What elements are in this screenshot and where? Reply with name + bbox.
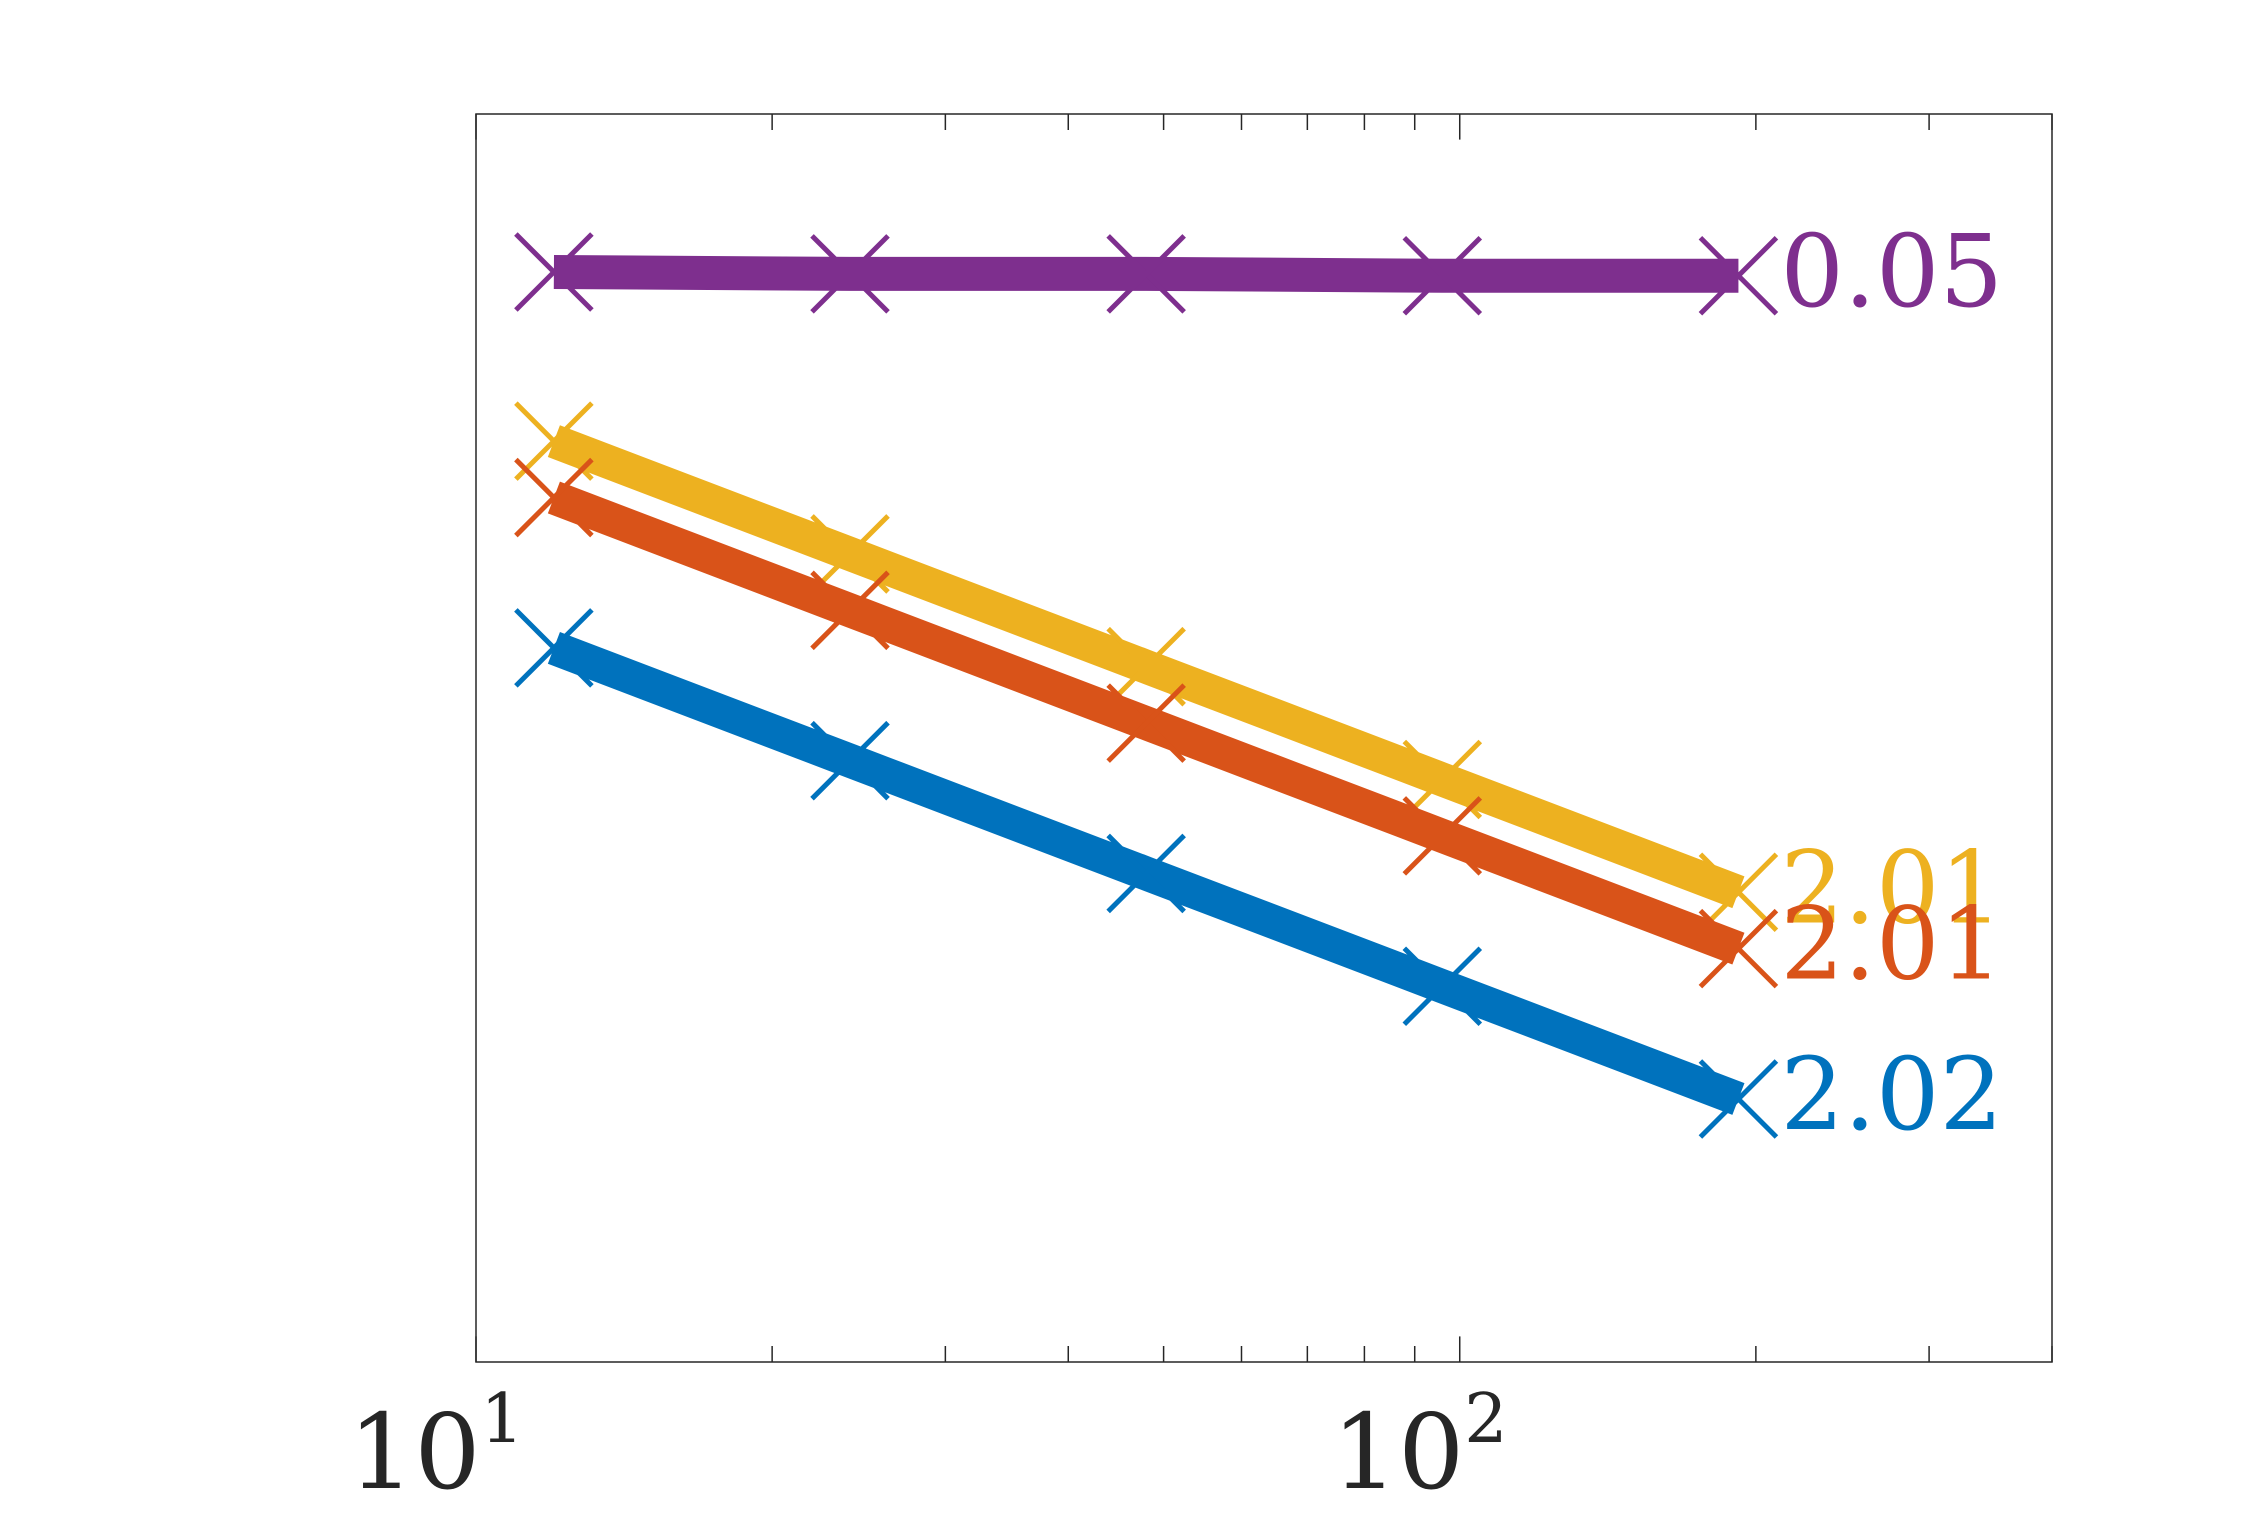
marker-stroke [514,608,594,688]
marker-stroke [810,720,890,801]
marker-stroke [1402,739,1483,820]
series-1: 2.01 [514,401,2003,946]
data-point-marker [1698,908,1779,989]
x-tick-labels: 101 102 [348,1380,1507,1513]
data-point-marker [1402,796,1483,876]
marker-stroke [1106,833,1186,914]
series-0: 0.05 [514,213,2003,330]
data-point-marker [810,720,890,801]
rate-label: 2.01 [1780,886,2003,1003]
data-point-marker [1106,683,1186,763]
data-point-marker [514,608,594,688]
rate-label: 2.02 [1780,1036,2003,1153]
data-point-marker [514,457,594,538]
data-point-marker [810,570,890,651]
data-point-marker [1698,1059,1779,1139]
data-point-marker [1402,235,1483,316]
x-tick-base: 10 [1332,1391,1464,1513]
x-tick-label: 102 [1332,1380,1508,1513]
series-2: 2.01 [514,457,2003,1003]
marker-stroke [810,514,890,594]
marker-stroke [1698,235,1779,316]
x-tick-base: 10 [348,1391,480,1513]
data-point-marker [1402,739,1483,820]
plot-area [475,113,2053,1363]
series-layer: 0.05 2.012.01 2.02 [514,213,2003,1153]
marker-stroke [514,232,594,312]
rate-label: 2.01 [1780,829,2003,946]
marker-stroke [1698,1059,1779,1139]
marker-stroke [1106,234,1186,314]
marker-stroke [1402,235,1483,316]
marker-stroke [1402,946,1483,1026]
data-point-marker [1106,833,1186,914]
marker-stroke [514,457,594,538]
marker-stroke [1106,683,1186,763]
marker-stroke [1698,852,1779,933]
marker-stroke [1698,908,1779,989]
data-point-marker [810,234,890,314]
x-minor-ticks [475,114,2053,1362]
x-tick-exponent: 2 [1464,1380,1507,1459]
marker-stroke [810,570,890,651]
data-point-marker [514,401,594,481]
data-point-marker [1698,852,1779,933]
x-tick-exponent: 1 [481,1380,524,1459]
data-point-marker [1698,235,1779,316]
data-point-marker [514,232,594,312]
data-point-marker [1106,234,1186,314]
marker-stroke [1402,796,1483,876]
data-point-marker [810,514,890,594]
x-tick-label: 101 [348,1380,524,1513]
marker-stroke [1106,626,1186,707]
marker-stroke [514,401,594,481]
data-point-marker [1106,626,1186,707]
data-point-marker [1402,946,1483,1026]
series-3: 2.02 [514,608,2003,1153]
rate-label: 0.05 [1780,213,2003,330]
marker-stroke [810,234,890,314]
